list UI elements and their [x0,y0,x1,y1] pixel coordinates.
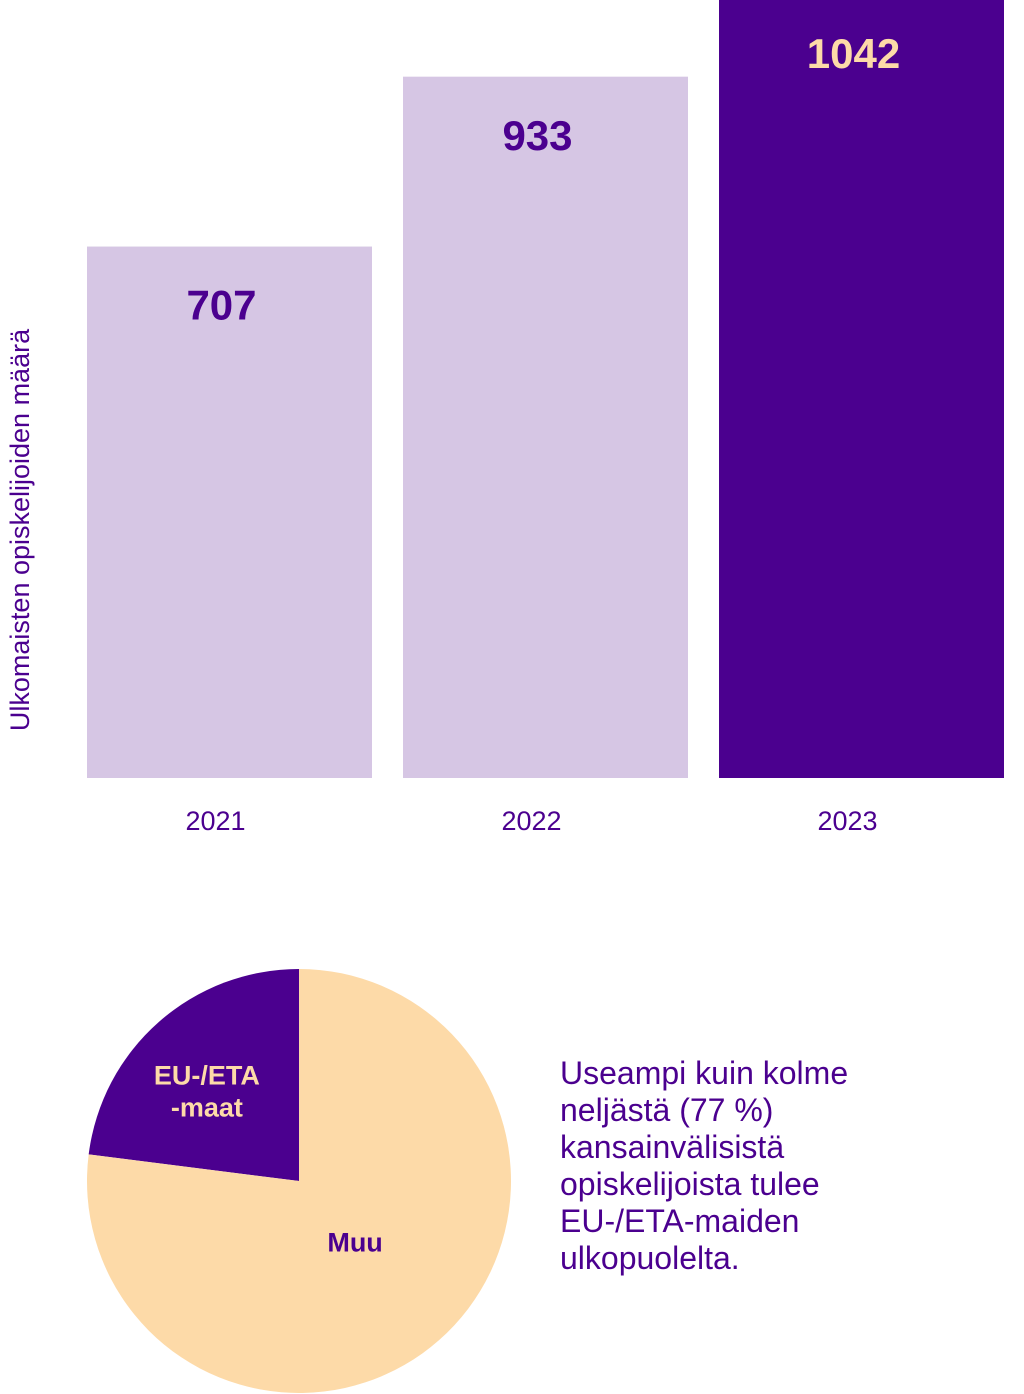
x-tick-label: 2023 [817,806,877,836]
bar [403,76,688,778]
x-tick-label: 2022 [501,806,561,836]
bar [719,0,1004,779]
slice-label: Muu [327,1228,382,1258]
value-label: 707 [186,282,256,329]
y-axis-label: Ulkomaisten opiskelijoiden määrä [5,328,35,731]
bar [87,246,372,779]
value-label: 933 [502,112,572,159]
pie-slice [88,969,299,1181]
annotation: Useampi kuin kolme neljästä (77 %) kansa… [560,1055,849,1276]
x-tick-label: 2021 [185,806,245,836]
slice-label: EU-/ETA -maat [154,1061,260,1123]
value-label: 1042 [807,30,900,77]
pie-slice [86,969,511,1394]
